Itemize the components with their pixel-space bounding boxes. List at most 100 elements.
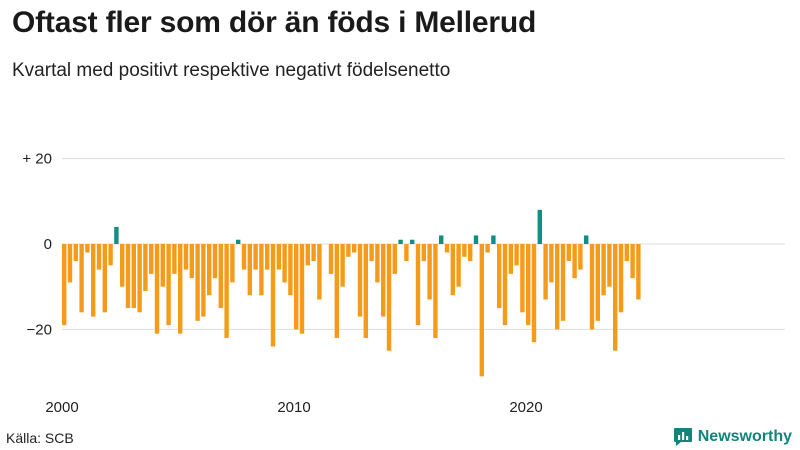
bar-negative [120,244,125,287]
bar-negative [468,244,473,262]
bar-negative [514,244,519,266]
bar-negative [497,244,502,309]
bars [62,209,641,377]
bar-negative [340,244,345,287]
bar-negative [160,244,165,287]
bar-negative [624,244,629,262]
bar-negative [305,244,310,266]
bar-negative [589,244,595,330]
bar-negative [386,244,392,351]
bar-negative [96,244,102,270]
x-axis-ticks: 2000 2010 2020 [45,399,542,416]
bar-negative [357,244,363,317]
x-tick-label: 2010 [277,399,310,416]
bar-negative [207,244,212,296]
bar-negative [450,244,455,296]
y-axis-ticks: + 20 0 −20 [22,151,52,339]
bar-negative [531,244,537,343]
bar-negative [294,244,299,330]
bar-negative [595,244,600,321]
chart-subtitle: Kvartal med positivt respektive negativt… [12,60,451,81]
bar-negative [85,244,90,253]
bar-negative [73,244,78,262]
bar-negative [462,244,467,257]
bar-negative [259,244,264,296]
bar-negative [270,244,276,347]
bar-negative [253,244,258,270]
bar-negative [578,244,583,270]
source-label: Källa: SCB [6,430,74,446]
bar-negative [125,244,131,309]
bar-positive [537,209,542,244]
bar-negative [346,244,351,257]
y-tick-label: 0 [44,236,52,253]
bar-negative [299,244,305,334]
bar-negative [201,244,206,317]
bar-negative [560,244,566,321]
bar-negative [415,244,421,326]
bar-negative [549,244,554,283]
bar-negative [444,244,450,253]
bar-negative [288,244,293,296]
bar-positive [491,235,496,244]
bar-negative [212,244,218,279]
bar-negative [543,244,548,300]
bar-negative [607,244,612,287]
bar-negative [131,244,136,309]
bar-negative [172,244,177,274]
bar-negative [421,244,426,262]
bar-negative [485,244,490,253]
bar-negative [392,244,397,274]
bar-negative [311,244,316,262]
bar-positive [236,239,241,244]
bar-negative [183,244,189,270]
bar-negative [433,244,438,338]
bar-negative [369,244,374,262]
newsworthy-chart-logo-icon [673,428,692,446]
brand-name: Newsworthy [697,428,792,445]
y-tick-label: −20 [27,321,52,338]
bar-positive [473,235,479,244]
bar-negative [218,244,223,309]
bar-negative [427,244,432,300]
bar-negative [265,244,270,270]
bar-negative [67,244,73,283]
bar-negative [636,244,641,300]
bar-negative [375,244,380,283]
y-tick-label: + 20 [22,151,52,168]
bar-negative [79,244,84,313]
bar-negative [247,244,252,296]
bar-negative [230,244,235,283]
bar-negative [317,244,322,300]
bar-negative [508,244,513,274]
bar-negative [363,244,368,338]
bar-negative [618,244,624,313]
bar-negative [224,244,229,338]
bar-negative [630,244,635,279]
bar-negative [404,244,409,262]
bar-negative [178,244,183,334]
bar-negative [143,244,148,291]
chart-title: Oftast fler som dör än föds i Mellerud [12,6,537,39]
bar-negative [276,244,281,270]
bar-negative [149,244,154,274]
bar-negative [381,244,386,317]
x-tick-label: 2000 [45,399,78,416]
bar-negative [334,244,339,338]
bar-negative [520,244,525,313]
bar-negative [566,244,571,262]
bar-negative [282,244,287,283]
bar-negative [555,244,560,330]
bar-positive [398,239,403,244]
bar-negative [189,244,194,279]
bar-negative [601,244,606,296]
bar-positive [114,226,119,244]
bar-negative [108,244,113,266]
bar-negative [102,244,107,313]
bar-negative [502,244,508,326]
bar-negative [62,244,67,326]
bar-negative [526,244,531,326]
bar-negative [154,244,160,334]
bar-negative [166,244,171,326]
